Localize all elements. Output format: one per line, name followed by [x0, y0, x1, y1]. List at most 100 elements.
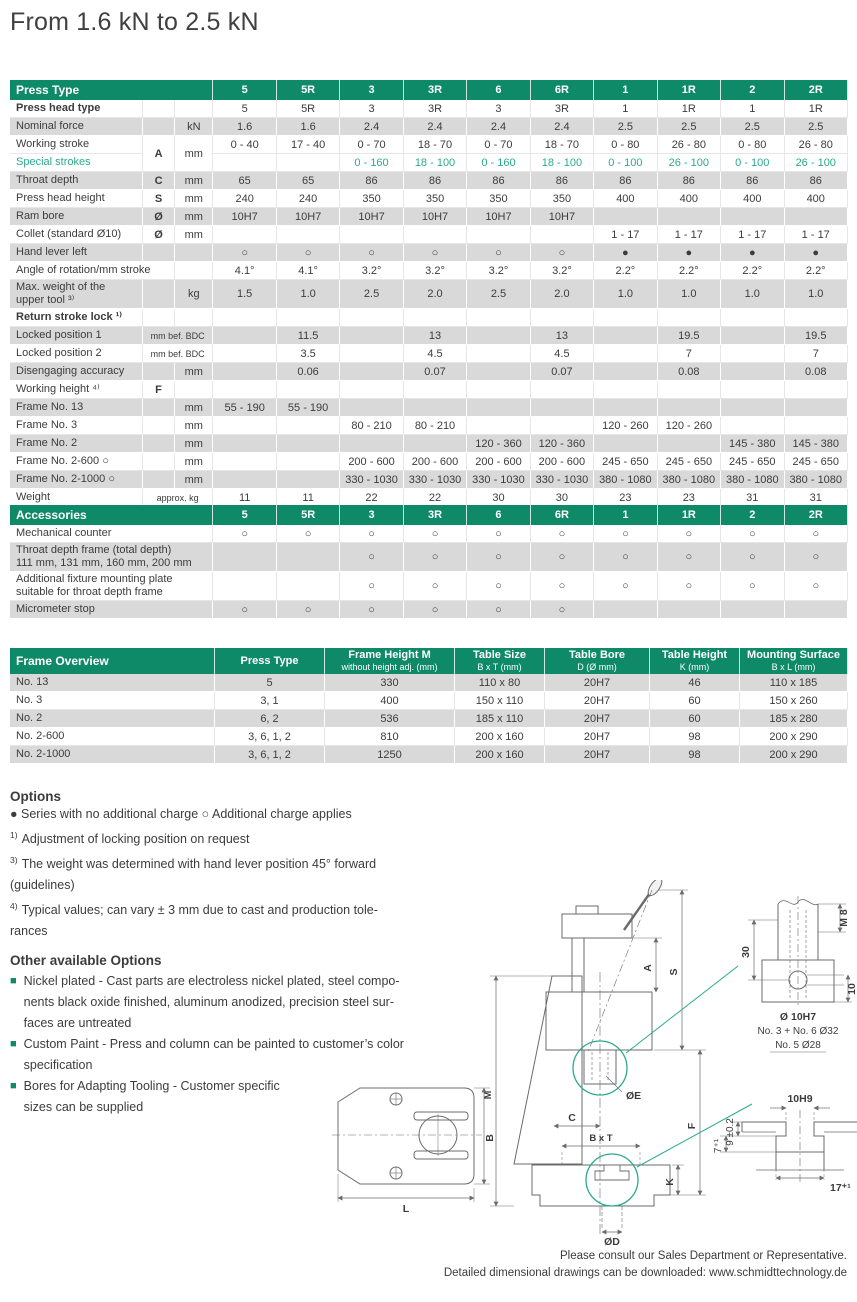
value-cell: 120 - 360	[467, 435, 531, 453]
frame-value: 185 x 110	[455, 710, 545, 728]
value-cell: 0 - 70	[467, 136, 531, 154]
row-unit: mm	[175, 417, 214, 435]
value-cell	[213, 327, 277, 345]
value-cell: 2.5	[784, 118, 848, 136]
value-cell: 23	[657, 489, 722, 507]
value-cell	[276, 154, 341, 172]
value-cell: 2.0	[530, 280, 595, 309]
value-cell: 0.08	[784, 363, 848, 381]
value-cell	[657, 208, 722, 226]
column-header-5: 5	[213, 80, 277, 100]
row-label: Press head height	[10, 190, 143, 208]
svg-text:M 8: M 8	[838, 909, 850, 927]
value-cell	[213, 226, 277, 244]
svg-text:B x T: B x T	[589, 1133, 612, 1144]
frame-value: 98	[650, 746, 740, 764]
value-cell: 2.4	[530, 118, 595, 136]
svg-text:No. 3 + No. 6 Ø32: No. 3 + No. 6 Ø32	[758, 1026, 839, 1037]
svg-text:F: F	[686, 1122, 698, 1129]
press-side-view-labels: A S M C ØE B x T F K ØD	[482, 964, 698, 1248]
value-cell: 3.2°	[403, 262, 468, 280]
value-cell: 26 - 80	[784, 136, 848, 154]
footnote: 3) The weight was determined with hand le…	[10, 850, 490, 896]
availability-cell: ○	[467, 525, 531, 543]
row-unit: mm	[175, 208, 214, 226]
row-symbol: A	[142, 136, 176, 172]
frame-value: 150 x 110	[455, 692, 545, 710]
value-cell: 330 - 1030	[530, 471, 595, 489]
row-label: Hand lever left	[10, 244, 143, 262]
value-cell: 10H7	[276, 208, 341, 226]
row-label: Return stroke lock ¹⁾	[10, 309, 143, 327]
value-cell: 1 - 17	[721, 226, 785, 244]
value-cell	[276, 453, 341, 471]
row-unit	[175, 262, 214, 280]
value-cell	[340, 226, 404, 244]
value-cell	[276, 417, 341, 435]
row-symbol: Ø	[142, 226, 176, 244]
row-label: Max. weight of the upper tool ³⁾	[10, 280, 143, 309]
row-unit: mm	[175, 453, 214, 471]
column-header-6R: 6R	[530, 505, 595, 525]
value-cell: 86	[594, 172, 658, 190]
option-item-text: Bores for Adapting Tooling - Customer sp…	[23, 1079, 280, 1114]
frame-value: 3, 6, 1, 2	[215, 746, 325, 764]
row-unit: mm	[175, 172, 214, 190]
value-cell: 65	[276, 172, 341, 190]
spec-row: Disengaging accuracy mm 0.06 0.07 0.07 0.08 0.…	[10, 363, 848, 381]
row-label: Frame No. 2	[10, 435, 143, 453]
footnote: 4) Typical values; can vary ± 3 mm due to…	[10, 896, 490, 942]
value-cell: 0 - 160	[340, 154, 404, 172]
row-label: Working stroke	[10, 136, 143, 154]
frame-value: 60	[650, 692, 740, 710]
value-cell	[213, 309, 277, 327]
footnote-marker: 3)	[10, 855, 18, 866]
row-label: Nominal force	[10, 118, 143, 136]
value-cell: 18 - 70	[403, 136, 468, 154]
value-cell	[403, 226, 468, 244]
availability-cell: ○	[721, 525, 785, 543]
row-symbol	[142, 118, 176, 136]
row-symbol	[142, 471, 176, 489]
svg-text:ØD: ØD	[604, 1236, 620, 1248]
value-cell: 1 - 17	[657, 226, 722, 244]
value-cell: 245 - 650	[784, 453, 848, 471]
value-cell	[784, 417, 848, 435]
frame-table-title: Frame Overview	[10, 648, 215, 674]
value-cell: 1.6	[276, 118, 341, 136]
row-unit	[175, 309, 214, 327]
column-header: Table Size B x T (mm)	[455, 648, 545, 674]
value-cell: 86	[721, 172, 785, 190]
availability-cell: ○	[467, 601, 531, 619]
value-cell	[594, 381, 658, 399]
value-cell: 200 - 600	[467, 453, 531, 471]
value-cell: 1 - 17	[784, 226, 848, 244]
row-unit: mm	[175, 435, 214, 453]
value-cell: 80 - 210	[340, 417, 404, 435]
value-cell	[721, 345, 785, 363]
value-cell: 3	[340, 100, 404, 118]
row-unit: mm	[175, 136, 214, 172]
value-cell	[467, 417, 531, 435]
value-cell	[721, 327, 785, 345]
frame-value: 400	[325, 692, 455, 710]
availability-cell: ○	[530, 601, 595, 619]
frame-value: 60	[650, 710, 740, 728]
frame-row: No. 2-1000 3, 6, 1, 2 1250 200 x 160 20H7 98 2…	[10, 746, 848, 764]
row-symbol	[142, 399, 176, 417]
row-label: Throat depth	[10, 172, 143, 190]
value-cell: 400	[594, 190, 658, 208]
value-cell: 2.0	[403, 280, 468, 309]
value-cell: 200 - 600	[403, 453, 468, 471]
column-header-5R: 5R	[276, 80, 341, 100]
row-label: Micrometer stop	[10, 601, 214, 619]
square-bullet-icon: ■	[10, 1038, 17, 1050]
value-cell: 380 - 1080	[657, 471, 722, 489]
press-table-title: Press Type	[10, 80, 214, 100]
square-bullet-icon: ■	[10, 1080, 17, 1092]
footnote-marker: 1)	[10, 830, 18, 840]
availability-cell	[784, 601, 848, 619]
value-cell: 245 - 650	[594, 453, 658, 471]
